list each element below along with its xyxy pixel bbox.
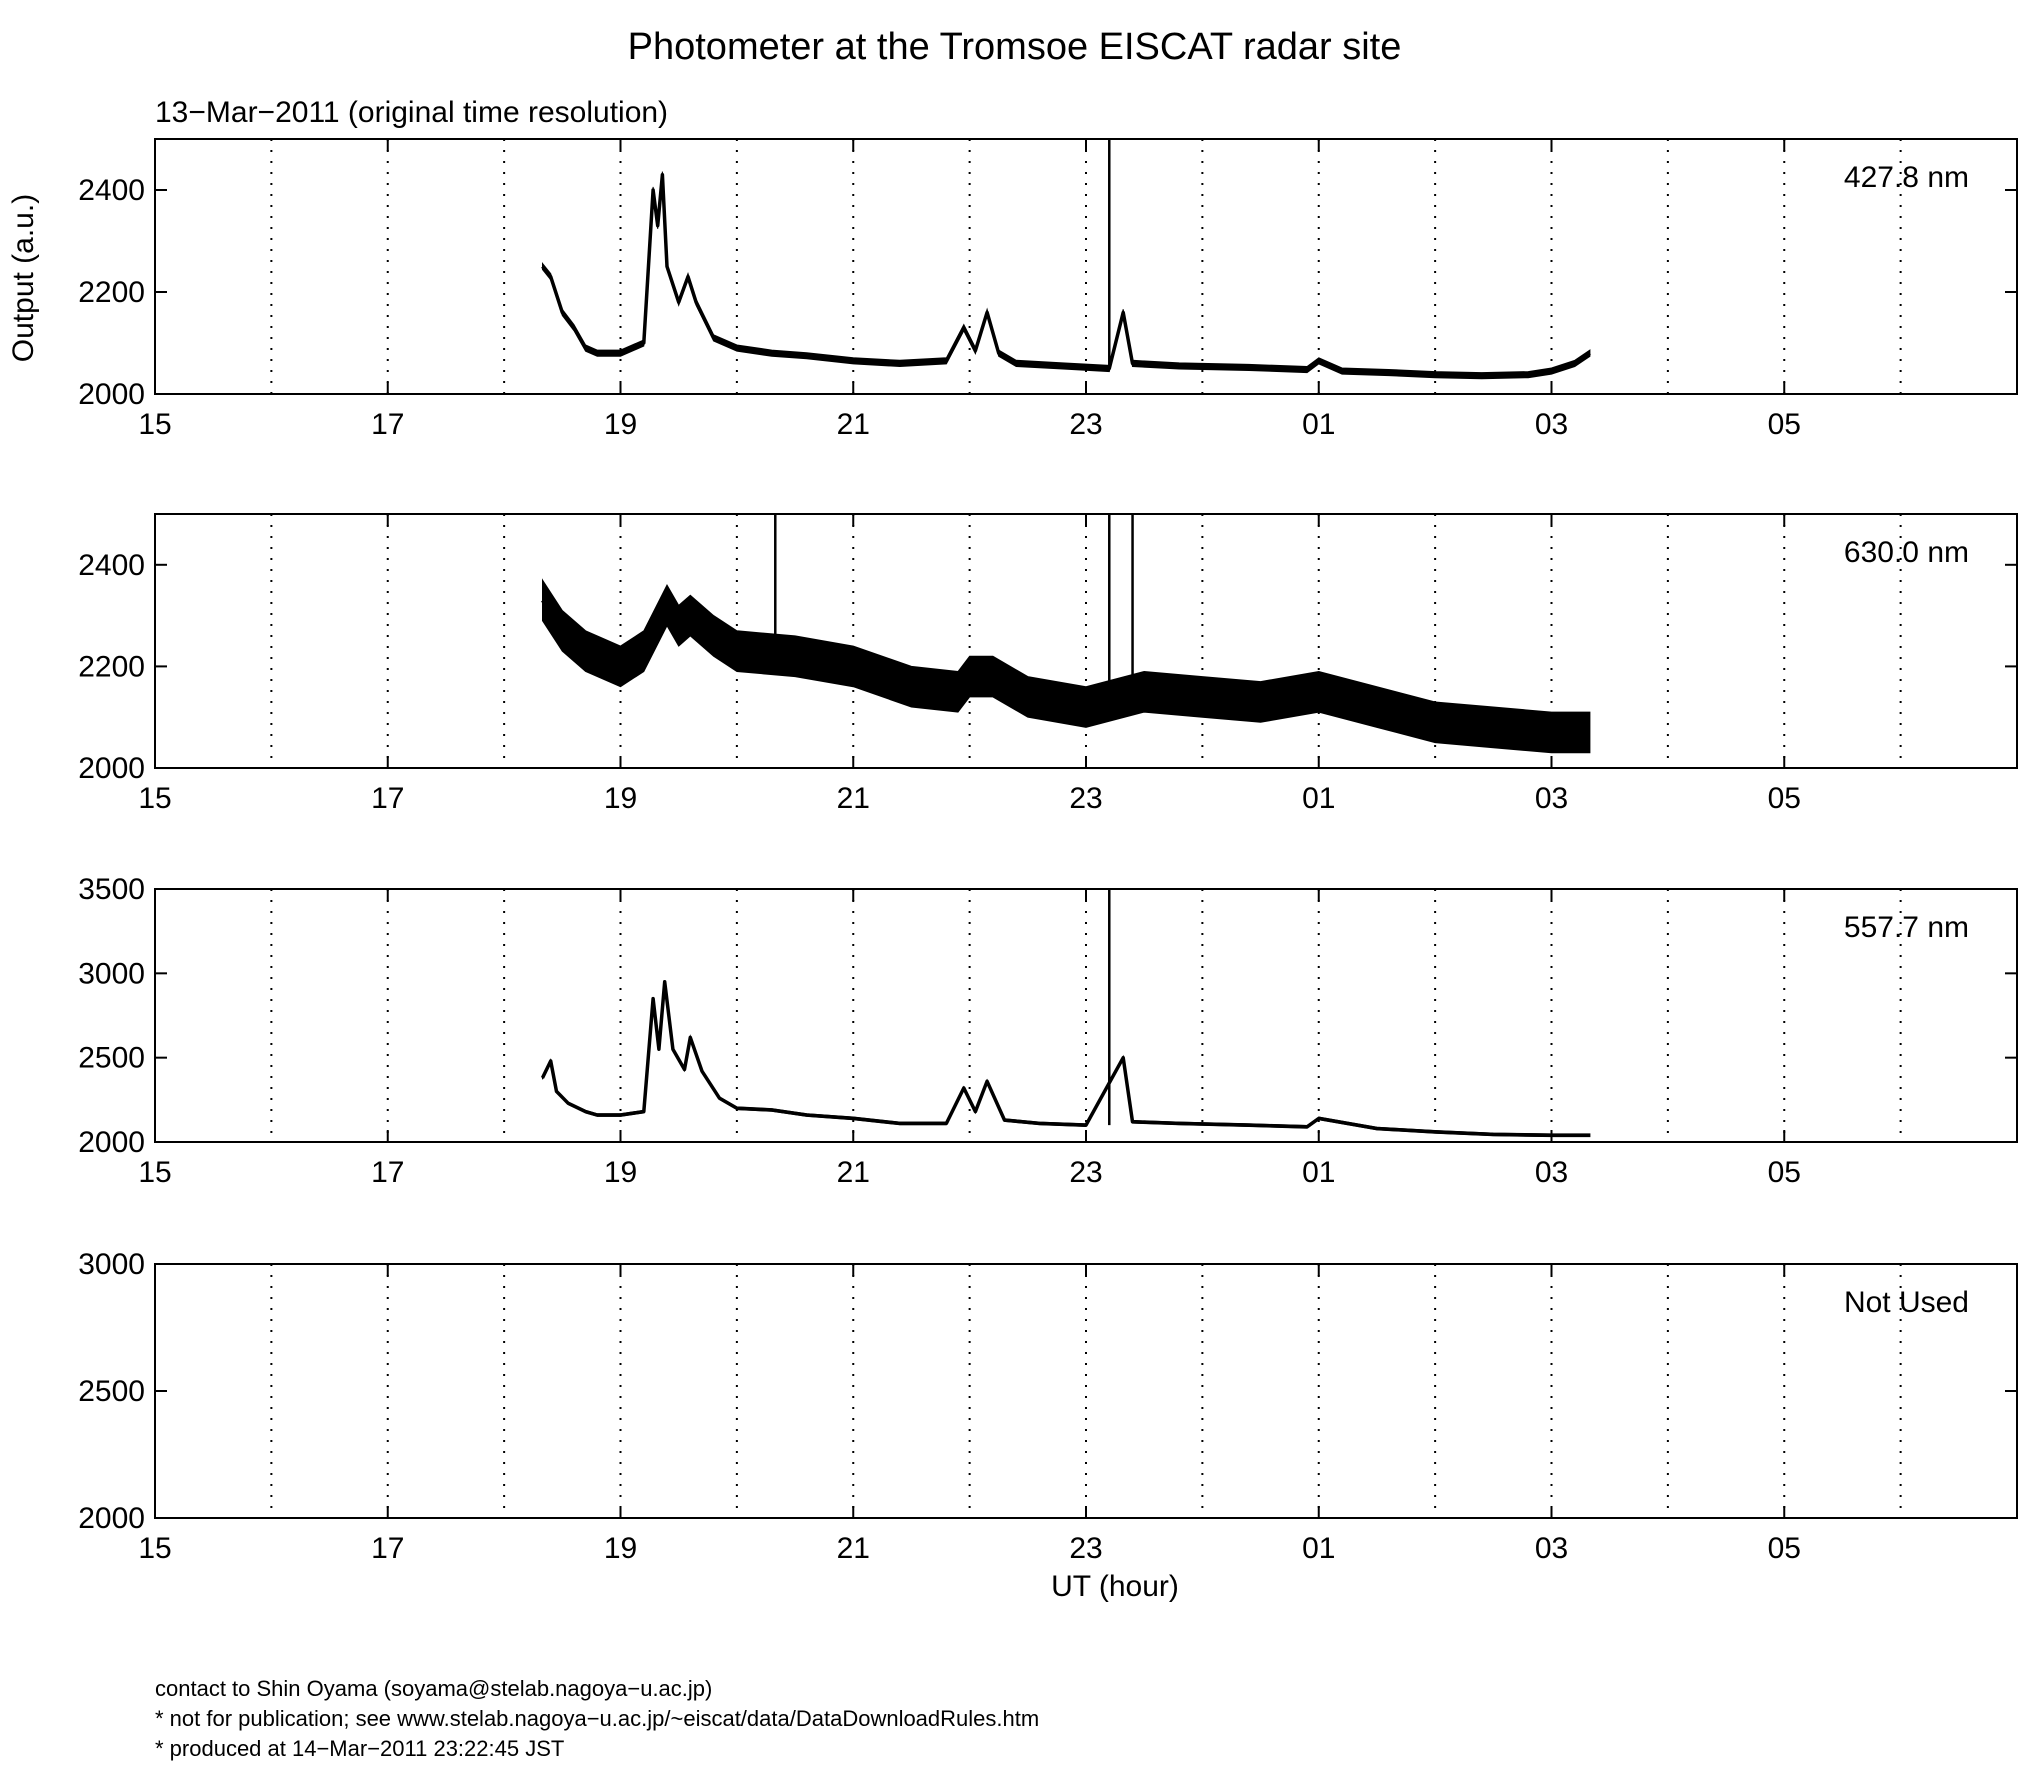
x-tick-label: 21 [837, 1532, 870, 1565]
x-tick-label: 05 [1768, 782, 1801, 815]
y-tick-label: 2400 [78, 174, 145, 207]
y-tick-label: 2200 [78, 650, 145, 683]
series-line [541, 172, 1591, 378]
x-tick-label: 03 [1535, 408, 1568, 441]
x-tick-label: 15 [138, 1532, 171, 1565]
x-tick-label: 17 [371, 1532, 404, 1565]
footer-notes: contact to Shin Oyama (soyama@stelab.nag… [155, 1674, 1039, 1764]
x-tick-label: 05 [1768, 1532, 1801, 1565]
series-label: 630.0 nm [1844, 536, 1969, 569]
x-tick-label: 15 [138, 782, 171, 815]
x-tick-label: 23 [1069, 1156, 1102, 1189]
x-tick-label: 03 [1535, 782, 1568, 815]
x-tick-label: 15 [138, 408, 171, 441]
x-tick-label: 03 [1535, 1156, 1568, 1189]
x-tick-label: 23 [1069, 1532, 1102, 1565]
x-tick-label: 21 [837, 1156, 870, 1189]
y-tick-label: 3500 [78, 873, 145, 906]
x-axis-label: UT (hour) [1051, 1570, 1179, 1603]
y-tick-label: 3000 [78, 957, 145, 990]
series-line [541, 599, 1590, 735]
y-tick-label: 2200 [78, 276, 145, 309]
series-band [542, 578, 1591, 754]
series-label: Not Used [1844, 1286, 1969, 1319]
y-tick-label: 3000 [78, 1248, 145, 1281]
x-tick-label: 21 [837, 408, 870, 441]
x-tick-label: 03 [1535, 1532, 1568, 1565]
plot-frame [154, 1263, 2018, 1519]
x-tick-label: 17 [371, 1156, 404, 1189]
y-tick-label: 2000 [78, 752, 145, 785]
series-line [540, 980, 1590, 1138]
y-tick-label: 2500 [78, 1375, 145, 1408]
x-tick-label: 01 [1302, 1532, 1335, 1565]
x-tick-label: 21 [837, 782, 870, 815]
y-tick-label: 2000 [78, 378, 145, 411]
series-band [542, 980, 1591, 1138]
y-tick-label: 2000 [78, 1126, 145, 1159]
x-tick-label: 19 [604, 1532, 637, 1565]
x-tick-label: 19 [604, 408, 637, 441]
x-tick-label: 23 [1069, 408, 1102, 441]
series-band [542, 171, 1591, 380]
x-tick-label: 23 [1069, 782, 1102, 815]
y-tick-label: 2400 [78, 549, 145, 582]
chart-title: Photometer at the Tromsoe EISCAT radar s… [627, 26, 1402, 68]
x-tick-label: 19 [604, 1156, 637, 1189]
chart-subtitle: 13−Mar−2011 (original time resolution) [155, 96, 669, 129]
x-tick-label: 05 [1768, 408, 1801, 441]
x-tick-label: 15 [138, 1156, 171, 1189]
x-tick-label: 01 [1302, 1156, 1335, 1189]
x-tick-label: 01 [1302, 782, 1335, 815]
footer-note: * not for publication; see www.stelab.na… [155, 1706, 1040, 1731]
plot-frame [154, 513, 2018, 769]
x-tick-label: 05 [1768, 1156, 1801, 1189]
y-tick-label: 2000 [78, 1502, 145, 1535]
plot-frame [154, 888, 2018, 1143]
series-label: 427.8 nm [1844, 161, 1969, 194]
x-tick-label: 17 [371, 408, 404, 441]
footer-contact: contact to Shin Oyama (soyama@stelab.nag… [155, 1676, 713, 1701]
x-tick-label: 19 [604, 782, 637, 815]
footer-produced: * produced at 14−Mar−2011 23:22:45 JST [155, 1736, 565, 1761]
y-tick-label: 2500 [78, 1042, 145, 1075]
x-tick-label: 01 [1302, 408, 1335, 441]
photometer-figure: 2000 2200 2400 15 17 19 21 23 01 03 05 427.8 nm 2000… [78, 138, 2018, 1565]
plot-frame [154, 138, 2018, 395]
x-tick-label: 17 [371, 782, 404, 815]
series-label: 557.7 nm [1844, 911, 1969, 944]
